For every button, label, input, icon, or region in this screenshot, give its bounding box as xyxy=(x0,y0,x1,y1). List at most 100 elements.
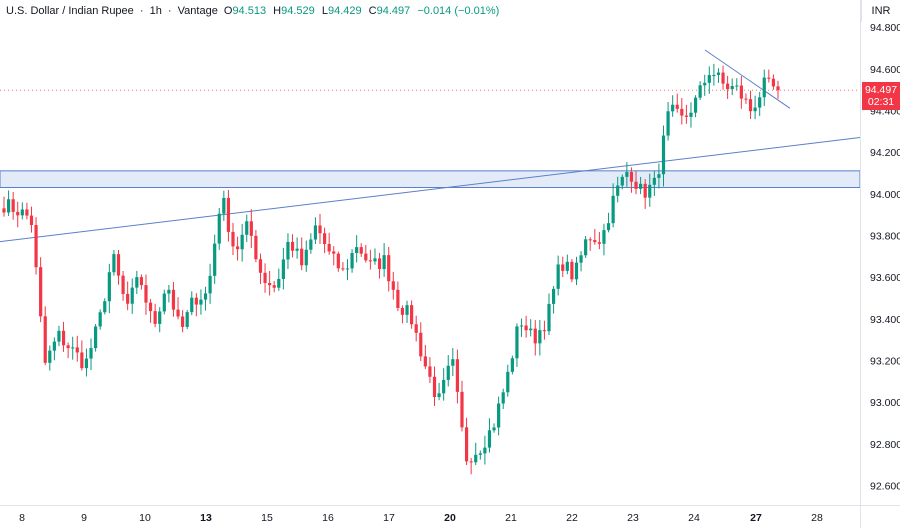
candle-body xyxy=(497,403,501,428)
candle xyxy=(84,348,89,377)
candle-body xyxy=(744,98,748,100)
candle xyxy=(364,245,368,263)
candle-body xyxy=(368,260,372,262)
candle xyxy=(556,255,560,296)
candle-body xyxy=(190,297,194,313)
price-tick-label: 92.800 xyxy=(870,439,900,451)
candle-body xyxy=(574,262,579,280)
candle xyxy=(98,309,102,330)
candle-body xyxy=(245,221,249,235)
candle-body xyxy=(419,332,423,357)
candle xyxy=(34,217,38,275)
candle xyxy=(666,102,670,141)
candle xyxy=(387,246,391,292)
candle xyxy=(75,335,79,362)
candle xyxy=(203,286,208,311)
candle xyxy=(405,300,409,323)
candle xyxy=(25,202,29,220)
candle-body xyxy=(588,239,592,241)
candle xyxy=(116,249,121,285)
currency-label[interactable]: INR xyxy=(861,0,900,22)
candle xyxy=(748,90,753,120)
candle xyxy=(428,357,432,384)
candle-body xyxy=(203,293,208,300)
legend-separator: · xyxy=(167,5,172,17)
candle-body xyxy=(428,366,432,377)
price-tick-label: 94.800 xyxy=(870,22,900,34)
candle-body xyxy=(611,195,615,224)
candle-body xyxy=(377,258,382,270)
candle-body xyxy=(721,72,725,84)
candle xyxy=(712,63,716,86)
candle-body xyxy=(597,242,601,244)
candle xyxy=(437,382,441,401)
price-tick-label: 93.200 xyxy=(870,355,900,367)
candle xyxy=(689,102,693,128)
change-value: −0.014 (−0.01%) xyxy=(417,5,500,17)
candle-body xyxy=(194,297,198,305)
candle xyxy=(277,268,281,291)
candle-body xyxy=(148,302,153,312)
candle xyxy=(341,262,345,272)
candle xyxy=(629,167,634,193)
candle-body xyxy=(716,72,721,75)
candle-body xyxy=(620,176,624,186)
candle xyxy=(529,319,533,337)
candle-body xyxy=(158,311,162,324)
time-tick-label: 28 xyxy=(811,512,823,524)
candle-body xyxy=(396,289,400,308)
candle-body xyxy=(657,174,661,178)
price-tick-label: 93.800 xyxy=(870,230,900,242)
candle-body xyxy=(144,285,148,303)
price-tick-label: 93.000 xyxy=(870,397,900,409)
price-tick-label: 92.600 xyxy=(870,480,900,492)
candle xyxy=(524,315,528,338)
candle xyxy=(373,248,377,265)
candle-body xyxy=(322,233,327,244)
candle xyxy=(661,125,666,187)
candle-body xyxy=(139,277,143,286)
candle-body xyxy=(29,215,34,226)
candle xyxy=(290,234,295,258)
candle xyxy=(657,163,661,189)
candle-body xyxy=(57,330,61,342)
candle-body xyxy=(652,177,656,185)
candle xyxy=(506,364,510,397)
candle xyxy=(410,300,414,329)
candle xyxy=(602,223,606,256)
time-tick-label: 9 xyxy=(81,512,87,524)
candle-body xyxy=(602,230,606,244)
candle-body xyxy=(181,316,185,327)
candle-body xyxy=(6,199,11,213)
candle xyxy=(171,281,176,317)
candle-body xyxy=(249,221,253,236)
candle xyxy=(181,310,185,333)
candle xyxy=(721,65,725,90)
low-key: L xyxy=(321,5,328,17)
candle xyxy=(6,190,11,216)
candle xyxy=(432,366,437,406)
candle-body xyxy=(272,285,276,288)
candle xyxy=(304,240,308,272)
candle-body xyxy=(254,235,258,260)
candle-body xyxy=(556,264,560,289)
candle xyxy=(148,298,153,323)
candle xyxy=(300,237,304,271)
candle xyxy=(648,173,652,207)
candle xyxy=(254,230,258,263)
candle xyxy=(2,196,6,217)
candle xyxy=(735,78,739,91)
candle-body xyxy=(726,83,730,90)
candle-body xyxy=(689,112,693,117)
candle-body xyxy=(332,251,336,254)
candle-body xyxy=(455,359,460,392)
close-value: 94.497 xyxy=(376,5,411,17)
candle xyxy=(533,320,537,356)
countdown-timer: 02:31 xyxy=(867,96,895,109)
candle-body xyxy=(739,85,743,99)
candle-body xyxy=(277,278,281,288)
candle xyxy=(634,171,638,195)
time-tick-label: 20 xyxy=(444,512,456,524)
open-key: O xyxy=(223,5,233,17)
